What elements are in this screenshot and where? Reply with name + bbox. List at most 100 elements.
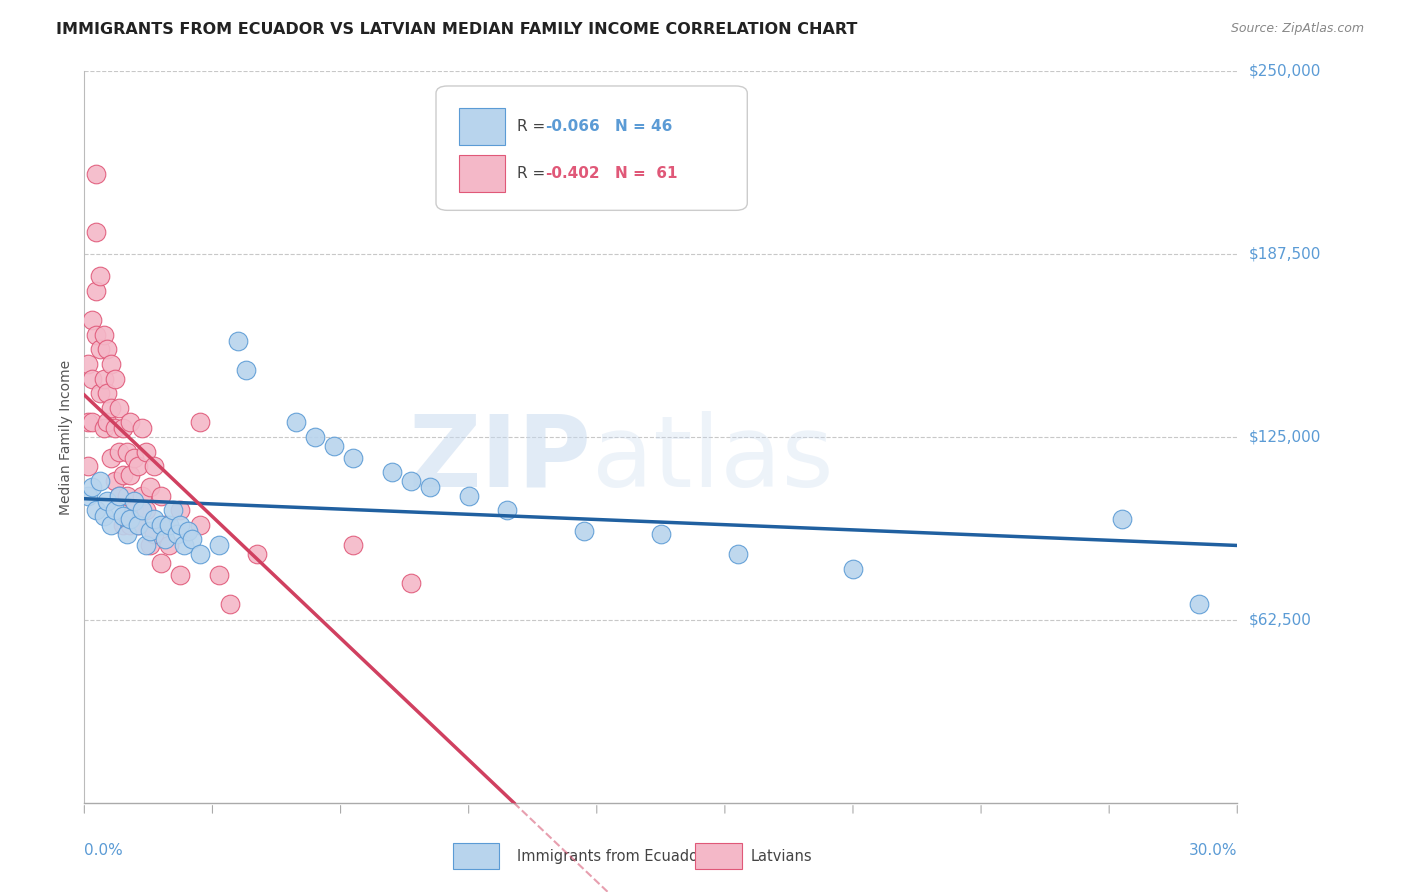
Point [727, 547, 749, 561]
Point [496, 503, 519, 517]
Point [162, 503, 184, 517]
Text: 0.0%: 0.0% [84, 843, 124, 858]
Text: R =: R = [517, 119, 550, 134]
Point [100, 401, 122, 415]
Point [153, 533, 176, 547]
Text: -0.066: -0.066 [546, 119, 600, 134]
Point [150, 489, 173, 503]
Point [84, 284, 107, 298]
Point [142, 512, 165, 526]
Point [120, 512, 142, 526]
Point [96, 386, 118, 401]
Point [188, 547, 211, 561]
Point [284, 416, 307, 430]
Text: $125,000: $125,000 [1249, 430, 1322, 444]
Point [150, 517, 173, 532]
Point [131, 421, 153, 435]
Point [124, 450, 146, 465]
Point [399, 474, 422, 488]
Text: ZIP: ZIP [409, 410, 592, 508]
Text: -0.402: -0.402 [546, 166, 600, 181]
Point [169, 567, 191, 582]
Point [120, 517, 142, 532]
Point [100, 517, 122, 532]
Point [77, 357, 100, 371]
Point [150, 556, 173, 570]
Point [80, 371, 103, 385]
Point [399, 576, 422, 591]
Point [77, 416, 100, 430]
Point [138, 524, 160, 538]
Point [157, 517, 180, 532]
Point [100, 357, 122, 371]
Point [108, 489, 131, 503]
Point [157, 538, 180, 552]
Point [127, 517, 149, 532]
Point [188, 517, 211, 532]
Point [111, 421, 134, 435]
Point [93, 371, 115, 385]
Point [457, 489, 479, 503]
Point [93, 327, 115, 342]
Point [115, 526, 138, 541]
Text: N =  61: N = 61 [614, 166, 678, 181]
Point [100, 450, 122, 465]
Point [96, 494, 118, 508]
Point [115, 444, 138, 458]
Bar [453, 843, 499, 869]
Point [89, 343, 111, 357]
Point [138, 538, 160, 552]
Point [142, 526, 165, 541]
Text: Source: ZipAtlas.com: Source: ZipAtlas.com [1230, 22, 1364, 36]
Point [323, 439, 346, 453]
Bar [460, 108, 505, 145]
Point [93, 509, 115, 524]
Point [104, 371, 127, 385]
Point [93, 421, 115, 435]
Point [650, 526, 672, 541]
Point [304, 430, 326, 444]
Point [120, 416, 142, 430]
Point [84, 327, 107, 342]
Point [124, 503, 146, 517]
Point [1188, 597, 1211, 611]
Text: IMMIGRANTS FROM ECUADOR VS LATVIAN MEDIAN FAMILY INCOME CORRELATION CHART: IMMIGRANTS FROM ECUADOR VS LATVIAN MEDIA… [56, 22, 858, 37]
Point [89, 474, 111, 488]
Point [246, 547, 269, 561]
Point [381, 465, 404, 479]
Point [111, 468, 134, 483]
Bar [696, 843, 741, 869]
Point [208, 538, 231, 552]
Point [138, 480, 160, 494]
Point [135, 538, 157, 552]
Point [84, 503, 107, 517]
Text: atlas: atlas [592, 410, 834, 508]
Point [124, 494, 146, 508]
Point [181, 533, 204, 547]
Point [135, 503, 157, 517]
Text: Latvians: Latvians [751, 848, 813, 863]
Point [177, 524, 200, 538]
Y-axis label: Median Family Income: Median Family Income [59, 359, 73, 515]
Point [77, 489, 100, 503]
Point [108, 401, 131, 415]
FancyBboxPatch shape [436, 86, 748, 211]
Point [419, 480, 441, 494]
Text: $187,500: $187,500 [1249, 247, 1322, 261]
Point [842, 562, 865, 576]
Text: N = 46: N = 46 [614, 119, 672, 134]
Point [169, 517, 191, 532]
Text: Immigrants from Ecuador: Immigrants from Ecuador [517, 848, 704, 863]
Point [104, 503, 127, 517]
Point [104, 474, 127, 488]
Point [127, 517, 149, 532]
Point [104, 421, 127, 435]
Point [169, 503, 191, 517]
Point [115, 489, 138, 503]
Text: R =: R = [517, 166, 550, 181]
Point [77, 459, 100, 474]
Point [96, 416, 118, 430]
Point [84, 167, 107, 181]
Point [127, 459, 149, 474]
Point [120, 468, 142, 483]
